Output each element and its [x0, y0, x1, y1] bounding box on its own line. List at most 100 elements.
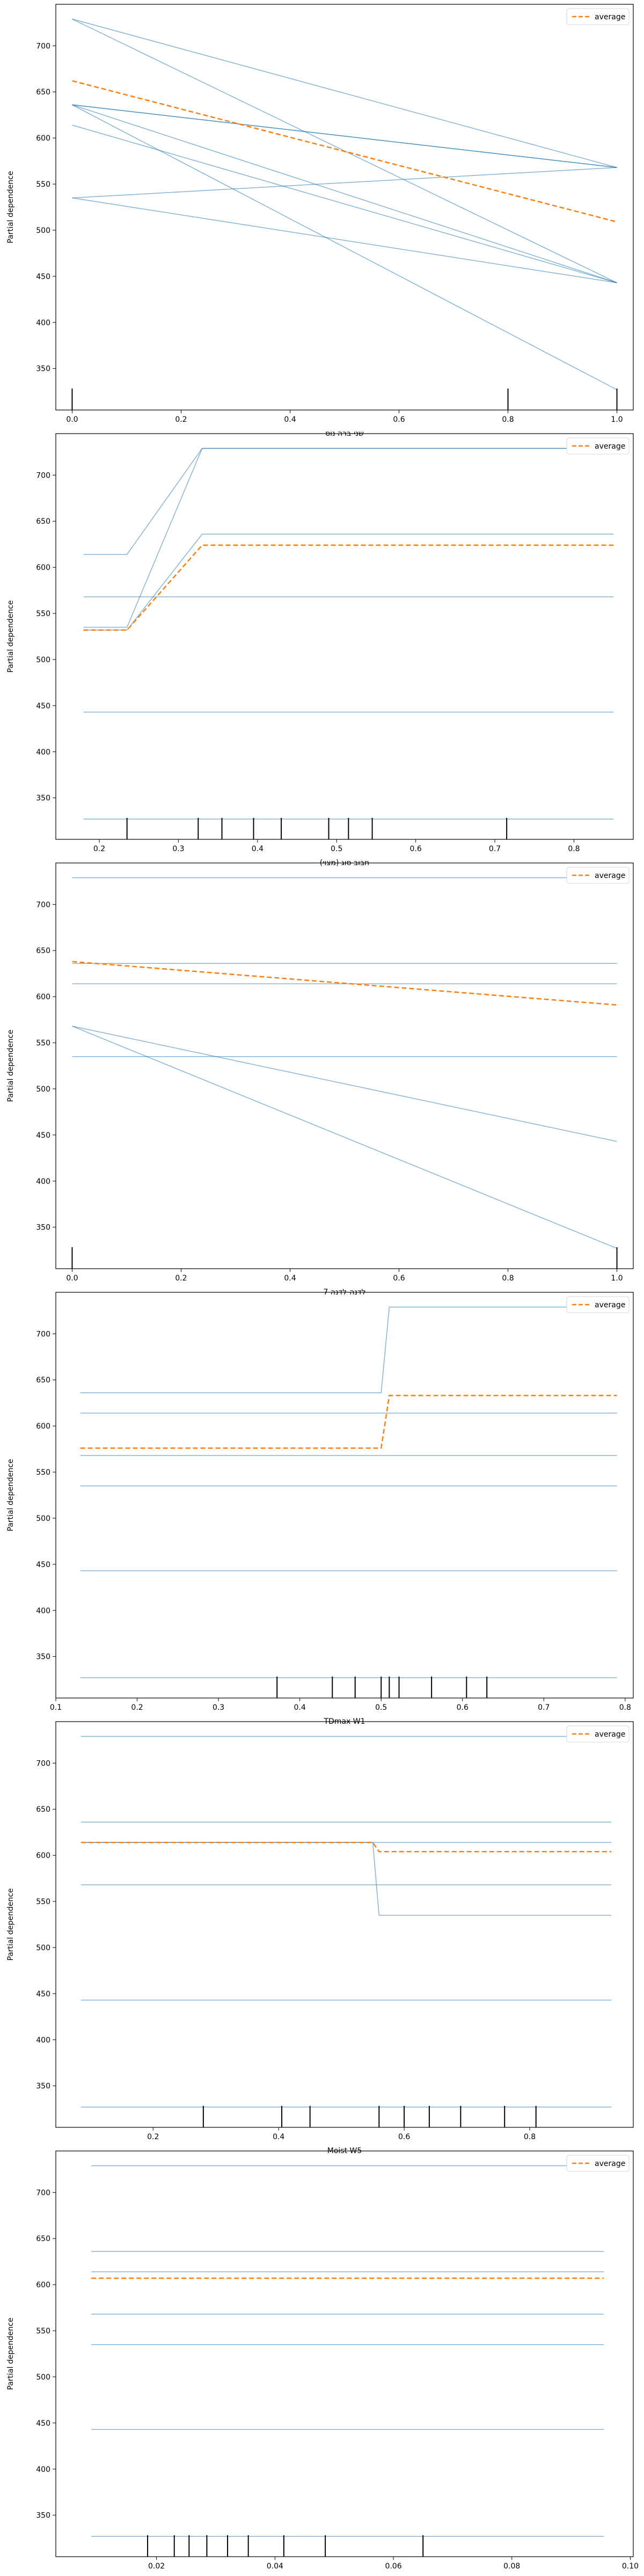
x-tick-label: 0.0	[66, 415, 78, 424]
x-tick-label: 0.8	[502, 1274, 514, 1283]
x-tick-label: 0.4	[294, 1703, 306, 1712]
axes-frame	[55, 862, 634, 1269]
ice-line-6	[72, 104, 617, 390]
y-tick-label: 400	[36, 319, 50, 327]
y-tick-label: 650	[36, 947, 50, 955]
ice-line-9	[72, 197, 617, 283]
x-tick-label: 1.0	[611, 415, 623, 424]
y-tick-label: 700	[36, 42, 50, 50]
average-line	[83, 544, 614, 631]
legend-label: average	[595, 442, 625, 451]
y-tick-label: 450	[36, 702, 50, 711]
y-axis-label: Partial dependence	[6, 1029, 15, 1102]
average-line	[72, 961, 617, 1006]
x-tick-label: 0.2	[93, 845, 105, 853]
y-tick-label: 350	[36, 1224, 50, 1232]
ice-line-4	[80, 1842, 612, 1916]
chart-panel-5: 0.2 0.4 0.6 0.8350400450500550600650700Mois…	[6, 1721, 634, 2155]
legend-box	[566, 437, 630, 455]
legend-box	[566, 867, 630, 884]
y-tick-label: 450	[36, 1561, 50, 1569]
legend-label: average	[595, 13, 625, 21]
y-tick-label: 350	[36, 2082, 50, 2091]
y-tick-label: 350	[36, 1653, 50, 1662]
y-tick-label: 650	[36, 1376, 50, 1385]
ice-line-7	[72, 125, 617, 283]
legend: average	[566, 437, 630, 455]
axes-frame	[55, 1721, 634, 2128]
chart-panel-2: 0.2 0.3 0.4 0.5 0.6 0.7 0.8 350 400 450 500 550 600 6…	[6, 433, 634, 867]
x-tick-label: 0.06	[385, 2562, 401, 2571]
y-tick-label: 700	[36, 1330, 50, 1338]
average-line	[80, 1841, 612, 1853]
y-tick-label: 500	[36, 1944, 50, 1952]
chart-panel-6: 0.02 0.04 0.06 0.08 0.10 350 400 450 500 550 600 65…	[6, 2150, 639, 2571]
ice-line-1	[83, 448, 614, 555]
y-tick-label: 550	[36, 1898, 50, 1906]
x-tick-label: 0.08	[503, 2562, 520, 2571]
average-line	[80, 1395, 617, 1449]
y-tick-label: 450	[36, 1131, 50, 1140]
x-tick-label: 0.6	[398, 2133, 410, 2141]
x-tick-label: 0.8	[502, 415, 514, 424]
legend: average	[566, 8, 630, 25]
x-tick-label: 0.8	[524, 2133, 536, 2141]
y-tick-label: 400	[36, 2465, 50, 2474]
legend-box	[566, 2155, 630, 2172]
x-tick-label: 0.0	[66, 1274, 78, 1283]
ice-line-3	[83, 533, 614, 631]
y-tick-label: 600	[36, 1422, 50, 1431]
x-tick-label: 0.2	[175, 415, 187, 424]
y-tick-label: 700	[36, 2189, 50, 2197]
axes-frame	[55, 1292, 634, 1699]
legend-label: average	[595, 2160, 625, 2168]
average-line	[72, 80, 617, 223]
y-tick-label: 650	[36, 1805, 50, 1814]
y-tick-label: 650	[36, 88, 50, 97]
axes-frame	[55, 433, 634, 840]
x-tick-label: 0.6	[393, 415, 405, 424]
y-tick-label: 600	[36, 134, 50, 143]
x-tick-label: 0.6	[410, 845, 422, 853]
y-tick-label: 350	[36, 365, 50, 374]
x-tick-label: 0.8	[568, 845, 580, 853]
y-tick-label: 600	[36, 564, 50, 572]
x-tick-label: 0.04	[267, 2562, 283, 2571]
ice-line-8	[72, 167, 617, 199]
x-tick-label: 0.3	[213, 1703, 224, 1712]
y-axis-label: Partial dependence	[6, 171, 15, 243]
y-tick-label: 700	[36, 1759, 50, 1768]
legend-box	[566, 1725, 630, 1743]
y-tick-label: 550	[36, 610, 50, 618]
legend-label: average	[595, 1730, 625, 1739]
ice-line-6	[72, 1026, 617, 1249]
ice-line-1	[80, 1306, 617, 1394]
y-tick-label: 650	[36, 2235, 50, 2243]
chart-panel-1: 0.0 0.2 0.4 0.6 0.8 1.0 350 400 450 500 550 600 650 7…	[6, 4, 634, 438]
x-tick-label: 0.3	[172, 845, 184, 853]
x-tick-label: 0.6	[393, 1274, 405, 1283]
legend-label: average	[595, 1301, 625, 1309]
y-tick-label: 400	[36, 2036, 50, 2045]
ice-line-5	[72, 1026, 617, 1142]
x-tick-label: 0.6	[457, 1703, 469, 1712]
y-tick-label: 600	[36, 1851, 50, 1860]
x-tick-label: 0.5	[375, 1703, 387, 1712]
legend: average	[566, 1725, 630, 1743]
x-tick-label: 0.2	[147, 2133, 159, 2141]
y-tick-label: 550	[36, 1039, 50, 1048]
x-tick-label: 1.0	[611, 1274, 623, 1283]
x-tick-label: 0.5	[331, 845, 342, 853]
y-axis-label: Partial dependence	[6, 1459, 15, 1531]
x-tick-label: 0.2	[175, 1274, 187, 1283]
y-tick-label: 450	[36, 2419, 50, 2428]
x-tick-label: 0.4	[284, 415, 296, 424]
ice-line-2	[83, 448, 614, 628]
y-tick-label: 650	[36, 517, 50, 526]
legend-label: average	[595, 872, 625, 880]
ice-line-4	[72, 104, 617, 168]
y-tick-label: 500	[36, 1085, 50, 1094]
legend: average	[566, 2155, 630, 2172]
x-tick-label: 0.4	[273, 2133, 284, 2141]
